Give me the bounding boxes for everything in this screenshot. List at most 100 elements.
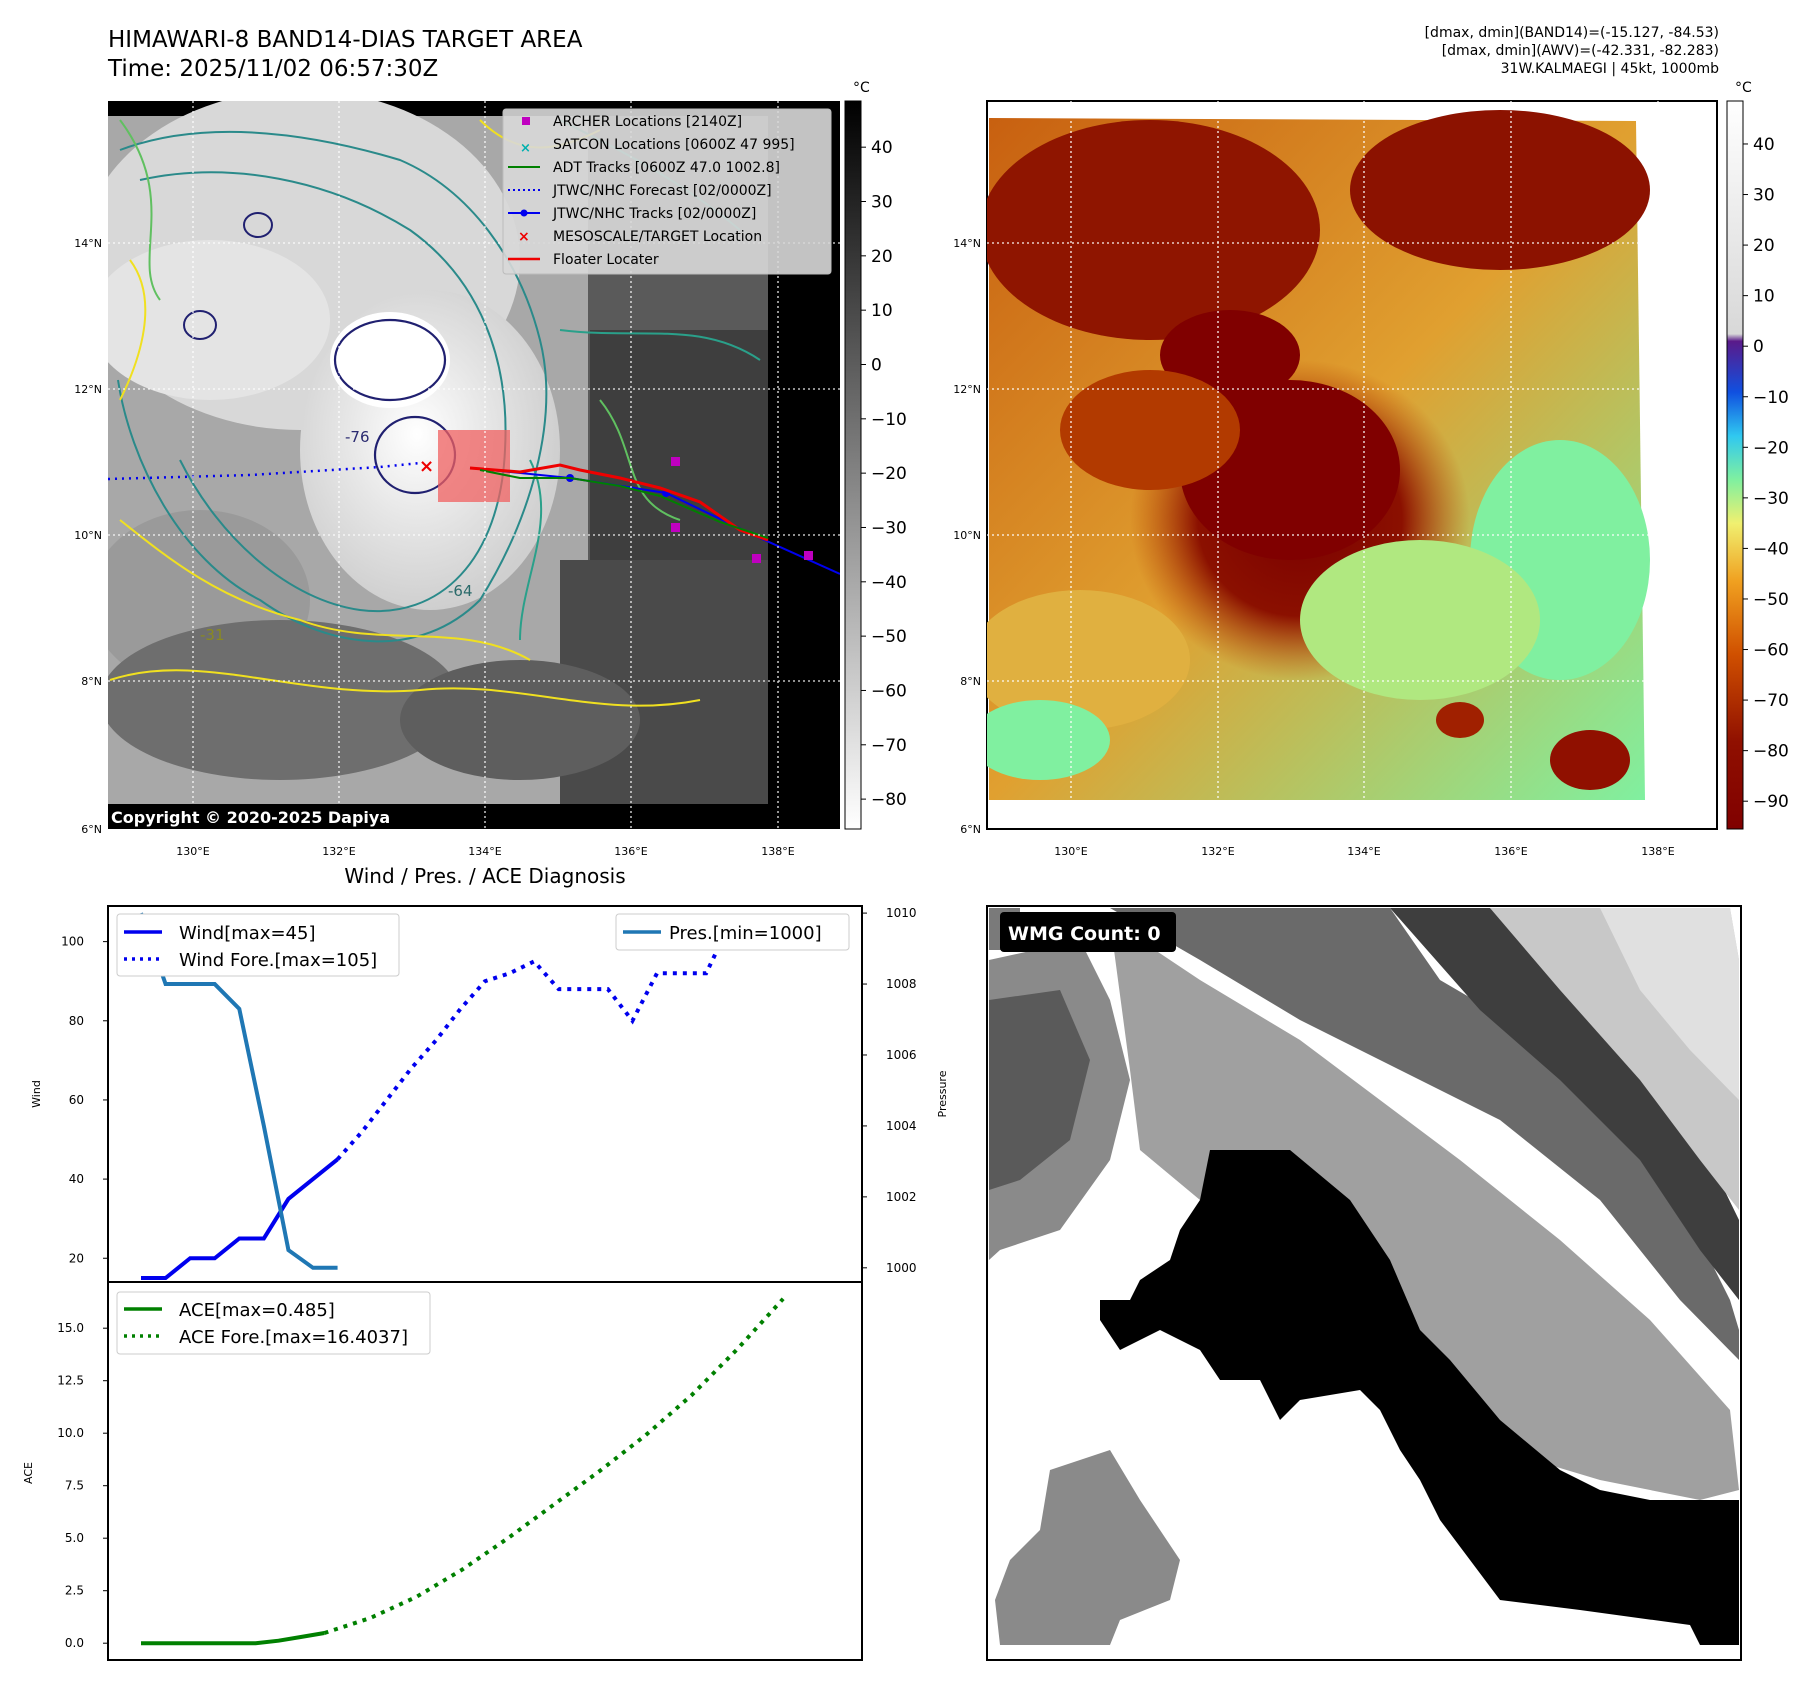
colorbar-gray-tick-label: −10 — [871, 410, 907, 430]
lon-label: 130°E — [1054, 845, 1087, 858]
lon-label: 130°E — [176, 845, 209, 858]
colorbar-gray-unit: °C — [853, 80, 870, 96]
colorbar-gray: °C 40 30 20 10 0 −10 −20 −30 −40 −50 −60 −70 −80 — [844, 80, 907, 830]
title-line-2: Time: 2025/11/02 06:57:30Z — [108, 56, 439, 82]
archer-marker — [752, 554, 761, 563]
ace-series-line — [141, 1631, 325, 1646]
legend-item-mesoscale: MESOSCALE/TARGET Location — [553, 229, 762, 245]
lon-label: 138°E — [761, 845, 794, 858]
colorbar-gray-tick-label: −50 — [871, 627, 907, 647]
legend-ace: ACE[max=0.485] — [179, 1300, 335, 1321]
wind-tick-label: 100 — [61, 935, 84, 949]
lat-label: 12°N — [953, 383, 981, 396]
wind-series-line — [141, 1157, 339, 1281]
legend-item-forecast: JTWC/NHC Forecast [02/0000Z] — [552, 183, 772, 199]
legend-wind: Wind[max=45] — [179, 923, 316, 944]
pressure-legend: Pres.[min=1000] — [615, 913, 850, 951]
copyright-text: Copyright © 2020-2025 Dapiya — [111, 808, 390, 827]
lat-label: 8°N — [81, 675, 102, 688]
pressure-tick-label: 1006 — [886, 1048, 917, 1062]
contour-label-64: -64 — [448, 582, 473, 600]
ace-panel: ACE 0.0 2.5 5.0 7.5 10.0 12.5 15.0 ACE[max=0.4… — [22, 1281, 863, 1661]
legend-wind-forecast: Wind Fore.[max=105] — [179, 950, 377, 971]
contour-label-31: -31 — [200, 626, 225, 644]
ace-legend: ACE[max=0.485] ACE Fore.[max=16.4037] — [116, 1291, 431, 1355]
wind-pressure-panel: Wind / Pres. / ACE Diagnosis Wind Pressu… — [30, 864, 949, 1283]
info-line-1: [dmax, dmin](BAND14)=(-15.127, -84.53) — [1424, 25, 1719, 41]
ace-tick-label: 10.0 — [57, 1426, 84, 1440]
pressure-series-line — [139, 912, 338, 1270]
lon-label: 132°E — [1201, 845, 1234, 858]
colorbar-gray-tick-label: −60 — [871, 681, 907, 701]
lon-label: 136°E — [1494, 845, 1527, 858]
wind-axis-label: Wind — [30, 1080, 43, 1108]
legend-ace-forecast: ACE Fore.[max=16.4037] — [179, 1327, 408, 1348]
wmg-count-box — [1000, 912, 1176, 952]
pressure-tick-label: 1010 — [886, 906, 917, 920]
ace-tick-label: 0.0 — [65, 1636, 84, 1650]
ace-tick-label: 5.0 — [65, 1531, 84, 1545]
colorbar-awv-tick-label: −20 — [1753, 438, 1789, 458]
ace-tick-label: 12.5 — [57, 1374, 84, 1388]
lat-label: 10°N — [953, 529, 981, 542]
legend-item-floater: Floater Locater — [553, 252, 659, 268]
colorbar-gray-tick-label: −20 — [871, 464, 907, 484]
lon-label: 134°E — [468, 845, 501, 858]
lat-label: 14°N — [74, 237, 102, 250]
pressure-axis-label: Pressure — [936, 1070, 949, 1117]
ace-tick-label: 7.5 — [65, 1479, 84, 1493]
colorbar-awv-tick-label: −50 — [1753, 590, 1789, 610]
wind-tick-label: 40 — [69, 1172, 84, 1186]
colorbar-awv-tick-label: −60 — [1753, 641, 1789, 661]
colorbar-gray-tick-label: 30 — [871, 193, 893, 213]
legend-item-tracks: JTWC/NHC Tracks [02/0000Z] — [552, 206, 756, 222]
info-line-2: [dmax, dmin](AWV)=(-42.331, -82.283) — [1441, 43, 1719, 59]
colorbar-awv-tick-label: −30 — [1753, 489, 1789, 509]
ace-tick-label: 2.5 — [65, 1584, 84, 1598]
lon-label: 132°E — [322, 845, 355, 858]
lat-label: 6°N — [960, 823, 981, 836]
colorbar-awv-tick-label: −40 — [1753, 539, 1789, 559]
diagnosis-title: Wind / Pres. / ACE Diagnosis — [344, 864, 625, 888]
pressure-tick-label: 1004 — [886, 1119, 917, 1133]
info-line-3: 31W.KALMAEGI | 45kt, 1000mb — [1500, 61, 1719, 77]
legend-item-adt: ADT Tracks [0600Z 47.0 1002.8] — [553, 160, 780, 176]
contour-label-76: -76 — [345, 428, 370, 446]
archer-marker — [671, 457, 680, 466]
colorbar-gray-tick-label: −70 — [871, 736, 907, 756]
lat-label: 6°N — [81, 823, 102, 836]
wind-forecast-series-line — [336, 920, 733, 1161]
floater-box — [438, 430, 510, 502]
mesoscale-marker: × — [419, 456, 434, 477]
legend-satcon-marker: × — [520, 141, 531, 156]
colorbar-awv-tick-label: −80 — [1753, 742, 1789, 762]
colorbar-awv-tick-label: 20 — [1753, 236, 1775, 256]
wind-tick-label: 20 — [69, 1251, 84, 1265]
colorbar-awv-tick-label: 0 — [1753, 337, 1764, 357]
lon-label: 138°E — [1641, 845, 1674, 858]
pressure-tick-label: 1002 — [886, 1190, 917, 1204]
colorbar-gray-tick-label: −40 — [871, 573, 907, 593]
legend-pressure: Pres.[min=1000] — [669, 923, 822, 944]
title-line-1: HIMAWARI-8 BAND14-DIAS TARGET AREA — [108, 27, 583, 53]
track-legend: × × ARCHER Locations [2140Z] SATCON Loca… — [502, 108, 832, 275]
colorbar-awv-tick-label: −10 — [1753, 388, 1789, 408]
legend-item-satcon: SATCON Locations [0600Z 47 995] — [553, 137, 795, 153]
colorbar-awv-tick-label: −90 — [1753, 792, 1789, 812]
lat-label: 12°N — [74, 383, 102, 396]
wmg-panel: WMG Count: 0 — [986, 905, 1742, 1661]
legend-archer-marker — [522, 117, 530, 125]
ace-axis-label: ACE — [22, 1462, 35, 1484]
wind-legend: Wind[max=45] Wind Fore.[max=105] — [116, 913, 400, 977]
ir-map-panel: -64 -76 -31 × — [74, 101, 840, 858]
colorbar-gray-tick-label: 40 — [871, 138, 893, 158]
pressure-tick-label: 1008 — [886, 977, 917, 991]
colorbar-gray-tick-label: 0 — [871, 355, 882, 375]
floater-track — [469, 463, 769, 542]
colorbar-awv-tick-label: 30 — [1753, 186, 1775, 206]
awv-map-panel: 14°N 12°N 10°N 8°N 6°N 130°E 132°E 134°E… — [953, 100, 1718, 858]
adt-track — [479, 469, 769, 539]
colorbar-awv-unit: °C — [1735, 80, 1752, 96]
wind-tick-label: 60 — [69, 1093, 84, 1107]
